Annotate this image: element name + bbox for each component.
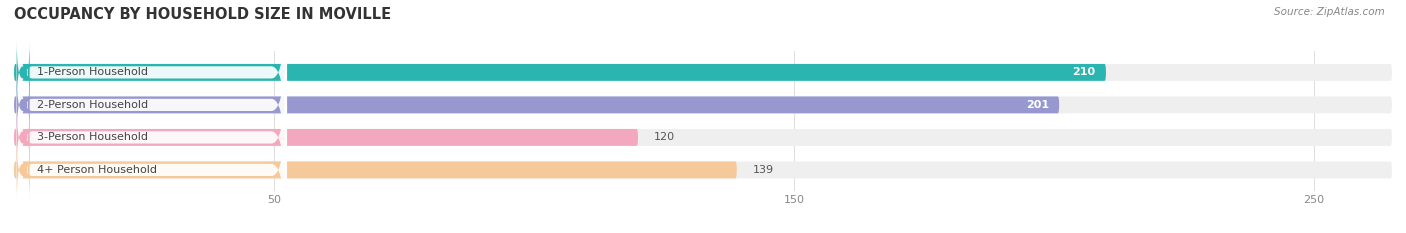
FancyBboxPatch shape xyxy=(17,79,287,233)
FancyBboxPatch shape xyxy=(14,161,1392,178)
Text: 1-Person Household: 1-Person Household xyxy=(38,67,149,77)
FancyBboxPatch shape xyxy=(14,96,1392,113)
FancyBboxPatch shape xyxy=(17,46,287,229)
FancyBboxPatch shape xyxy=(14,161,737,178)
FancyBboxPatch shape xyxy=(17,137,30,203)
Text: 139: 139 xyxy=(752,165,773,175)
FancyBboxPatch shape xyxy=(17,14,287,196)
Text: 2-Person Household: 2-Person Household xyxy=(38,100,149,110)
FancyBboxPatch shape xyxy=(14,129,1392,146)
Text: Source: ZipAtlas.com: Source: ZipAtlas.com xyxy=(1274,7,1385,17)
FancyBboxPatch shape xyxy=(17,104,30,170)
Text: 120: 120 xyxy=(654,132,675,142)
Text: 3-Person Household: 3-Person Household xyxy=(38,132,149,142)
FancyBboxPatch shape xyxy=(17,39,30,105)
FancyBboxPatch shape xyxy=(17,72,30,138)
Text: 4+ Person Household: 4+ Person Household xyxy=(38,165,157,175)
Text: 201: 201 xyxy=(1025,100,1049,110)
FancyBboxPatch shape xyxy=(14,129,638,146)
FancyBboxPatch shape xyxy=(17,0,287,164)
FancyBboxPatch shape xyxy=(14,64,1107,81)
Text: 210: 210 xyxy=(1073,67,1095,77)
FancyBboxPatch shape xyxy=(14,96,1059,113)
FancyBboxPatch shape xyxy=(14,64,1392,81)
Text: OCCUPANCY BY HOUSEHOLD SIZE IN MOVILLE: OCCUPANCY BY HOUSEHOLD SIZE IN MOVILLE xyxy=(14,7,391,22)
